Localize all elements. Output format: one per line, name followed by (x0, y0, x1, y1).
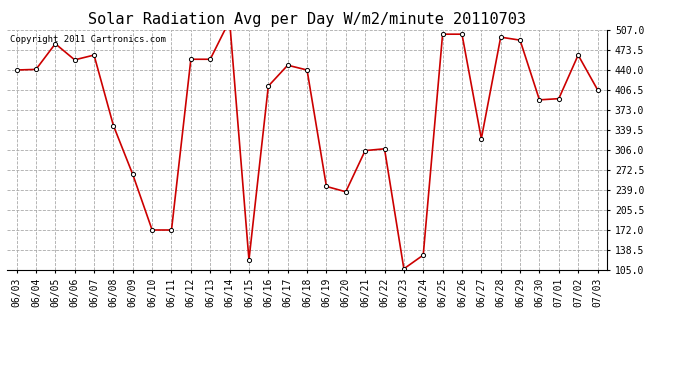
Text: Copyright 2011 Cartronics.com: Copyright 2011 Cartronics.com (10, 35, 166, 44)
Title: Solar Radiation Avg per Day W/m2/minute 20110703: Solar Radiation Avg per Day W/m2/minute … (88, 12, 526, 27)
